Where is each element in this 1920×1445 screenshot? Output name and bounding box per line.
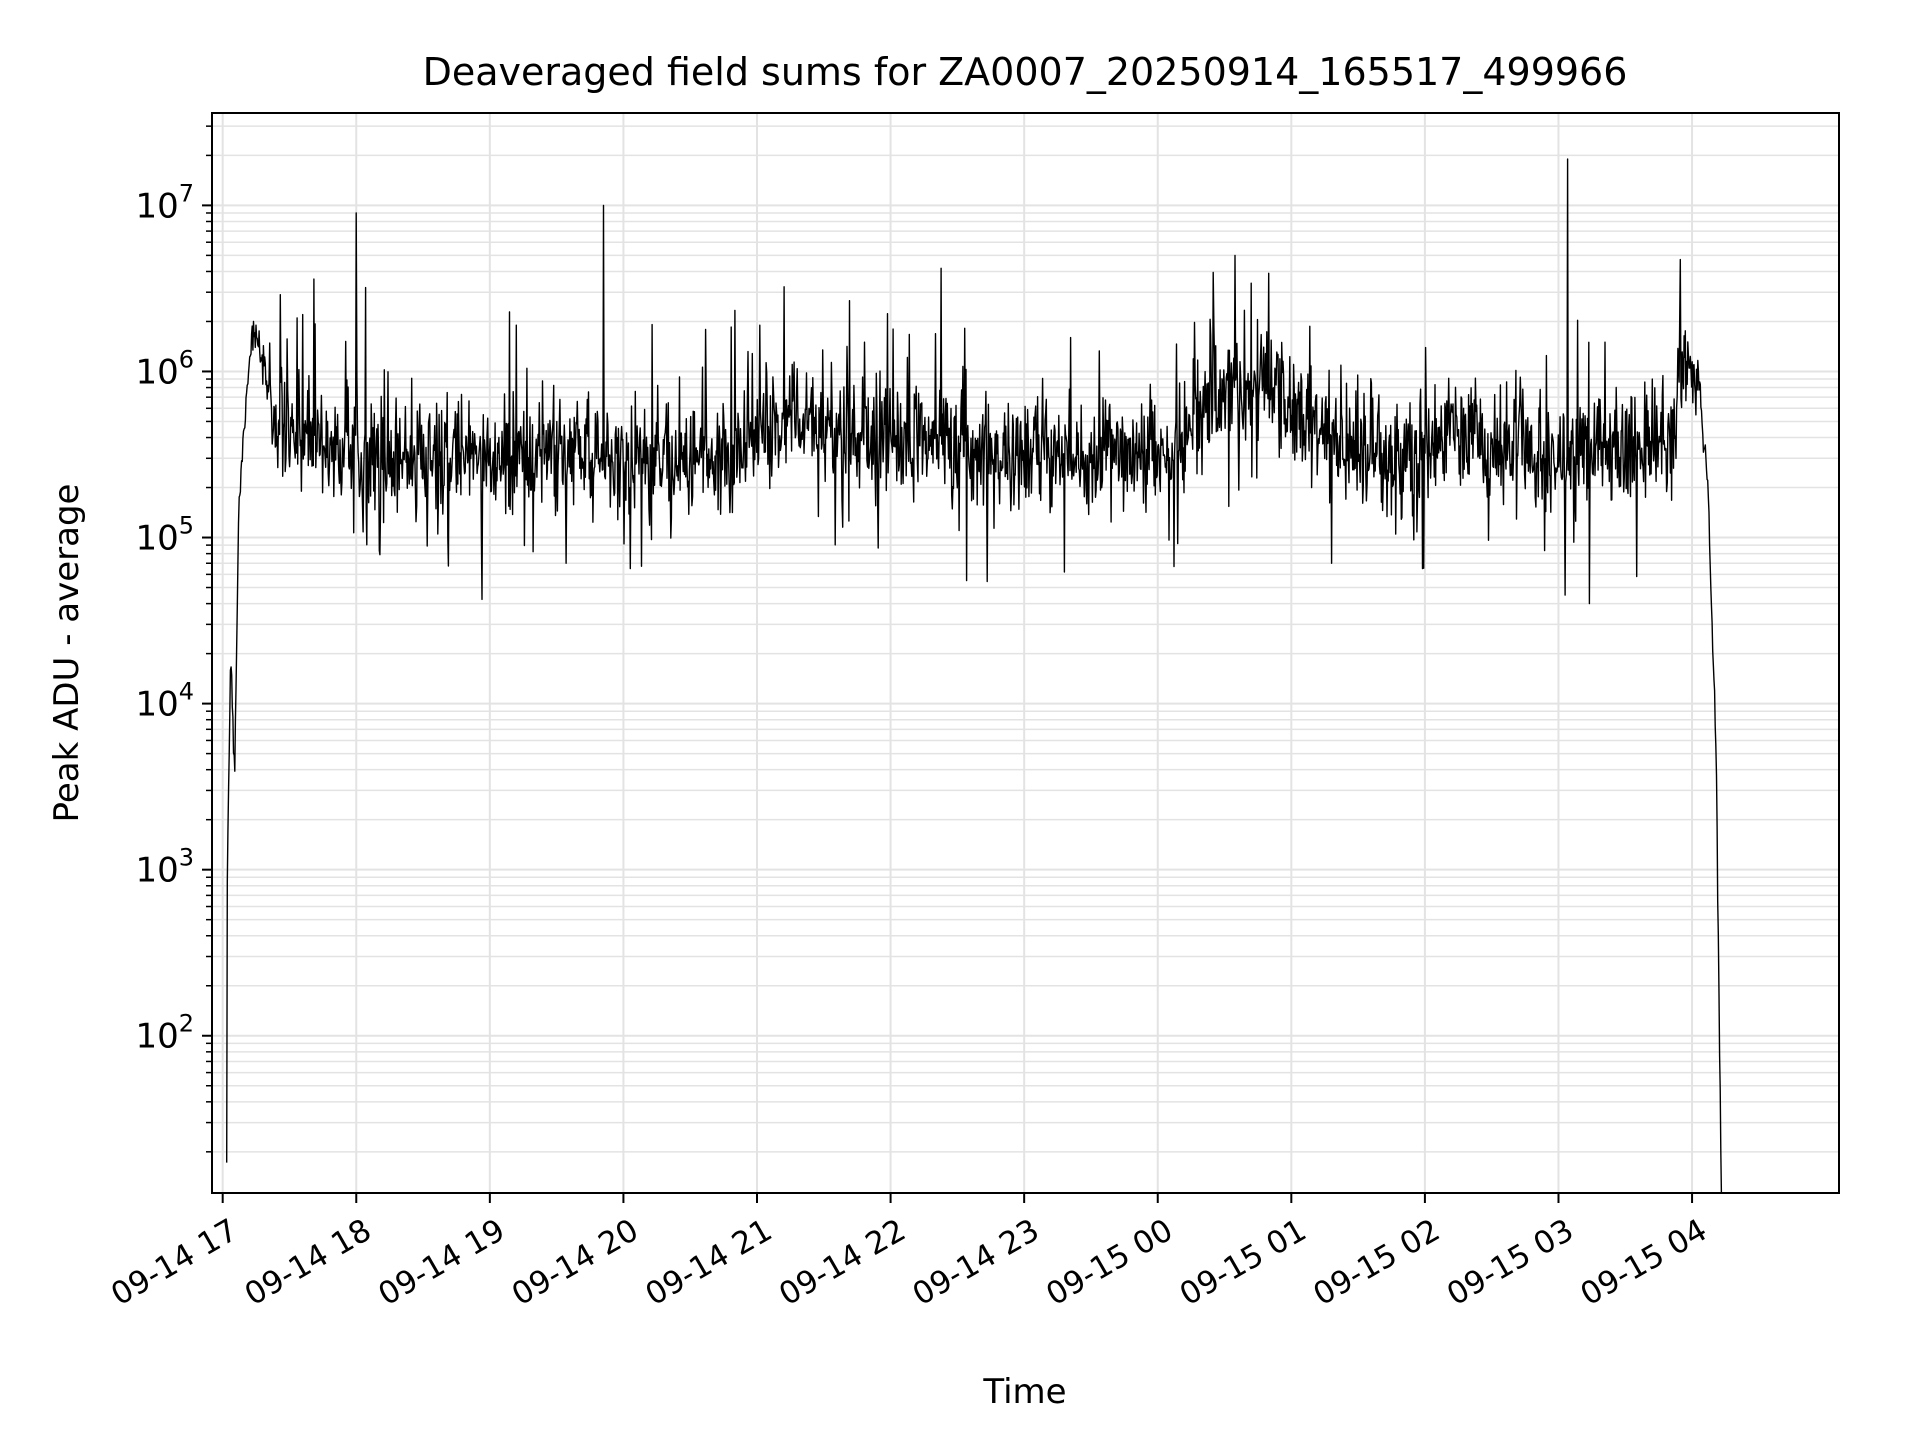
series-layer: [226, 158, 1723, 1194]
major-gridlines: [212, 113, 1839, 1193]
y-tick-label: 103: [135, 844, 194, 891]
y-tick-label: 104: [135, 678, 194, 725]
chart-title: Deaveraged field sums for ZA0007_2025091…: [423, 50, 1628, 94]
x-axis-label: Time: [982, 1372, 1066, 1412]
y-axis-ticks: 102 103 104 105 106 107: [135, 125, 212, 1153]
y-axis-label: Peak ADU - average: [47, 484, 87, 823]
y-tick-label: 102: [135, 1010, 194, 1057]
series-line: [226, 158, 1723, 1194]
y-tick-label: 106: [135, 345, 194, 392]
y-tick-label: 107: [135, 179, 194, 226]
y-tick-label: 105: [135, 512, 194, 559]
